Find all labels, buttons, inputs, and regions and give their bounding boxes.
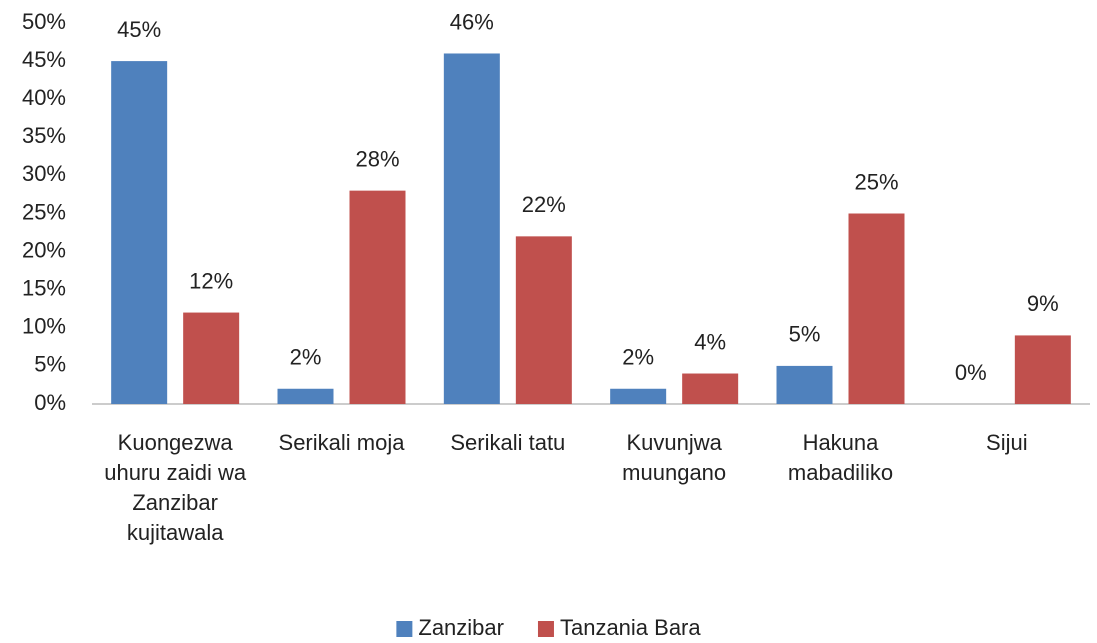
data-label: 46%	[450, 9, 494, 34]
legend-label: Zanzibar	[418, 615, 504, 640]
data-label: 0%	[955, 360, 987, 385]
x-tick-label: Hakuna mabadiliko	[787, 430, 894, 485]
y-tick-label: 40%	[22, 85, 66, 110]
x-tick-label: Kuongezwa uhuru zaidi wa Zanzibar kujita…	[104, 430, 247, 545]
bar	[277, 388, 334, 404]
legend-swatch	[537, 621, 554, 637]
y-tick-label: 20%	[22, 237, 66, 262]
y-tick-label: 35%	[22, 123, 66, 148]
bar	[1014, 335, 1071, 404]
y-tick-label: 15%	[22, 276, 66, 301]
bar	[610, 388, 667, 404]
bar	[515, 236, 572, 404]
bar	[183, 312, 240, 404]
x-tick-label: Serikali moja	[278, 430, 405, 455]
y-tick-label: 10%	[22, 314, 66, 339]
y-tick-label: 25%	[22, 199, 66, 224]
y-tick-label: 45%	[22, 47, 66, 72]
y-tick-label: 30%	[22, 161, 66, 186]
bar	[682, 373, 739, 404]
bar	[848, 213, 905, 404]
data-label: 25%	[854, 169, 898, 194]
y-tick-label: 5%	[34, 352, 66, 377]
bar	[443, 53, 500, 404]
bar	[776, 365, 833, 404]
data-label: 5%	[789, 322, 821, 347]
data-label: 2%	[622, 345, 654, 370]
x-tick-label: Kuvunjwa muungano	[622, 430, 727, 485]
data-label: 28%	[355, 146, 399, 171]
data-label: 22%	[522, 192, 566, 217]
x-tick-label: Sijui	[986, 430, 1028, 455]
data-label: 9%	[1027, 291, 1059, 316]
legend-swatch	[396, 621, 413, 637]
data-label: 4%	[694, 329, 726, 354]
bar	[349, 190, 406, 404]
y-tick-label: 0%	[34, 390, 66, 415]
data-label: 12%	[189, 268, 233, 293]
bar	[111, 61, 168, 404]
y-tick-label: 50%	[22, 9, 66, 34]
data-label: 45%	[117, 17, 161, 42]
data-label: 2%	[290, 345, 322, 370]
legend-label: Tanzania Bara	[560, 615, 701, 640]
x-tick-label: Serikali tatu	[450, 430, 566, 455]
